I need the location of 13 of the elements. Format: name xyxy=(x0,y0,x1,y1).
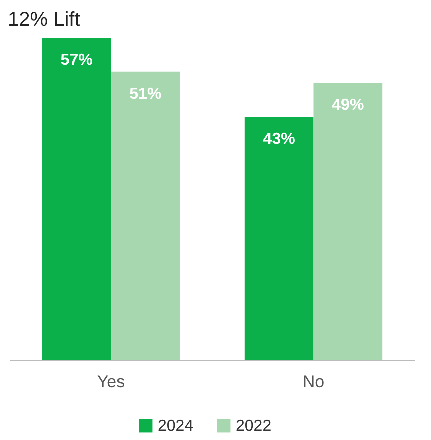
x-tick-label: No xyxy=(302,372,325,392)
bar xyxy=(244,117,314,360)
legend-label: 2022 xyxy=(236,418,272,435)
legend-label: 2024 xyxy=(158,418,194,435)
data-label: 51% xyxy=(130,86,162,103)
data-label: 43% xyxy=(263,131,296,148)
data-label: 57% xyxy=(60,52,93,69)
data-label: 49% xyxy=(332,97,364,114)
bar xyxy=(42,38,112,360)
bar xyxy=(111,72,180,360)
bar xyxy=(314,83,383,360)
text: 12% Lift xyxy=(8,9,81,31)
x-tick-label: Yes xyxy=(97,372,126,392)
